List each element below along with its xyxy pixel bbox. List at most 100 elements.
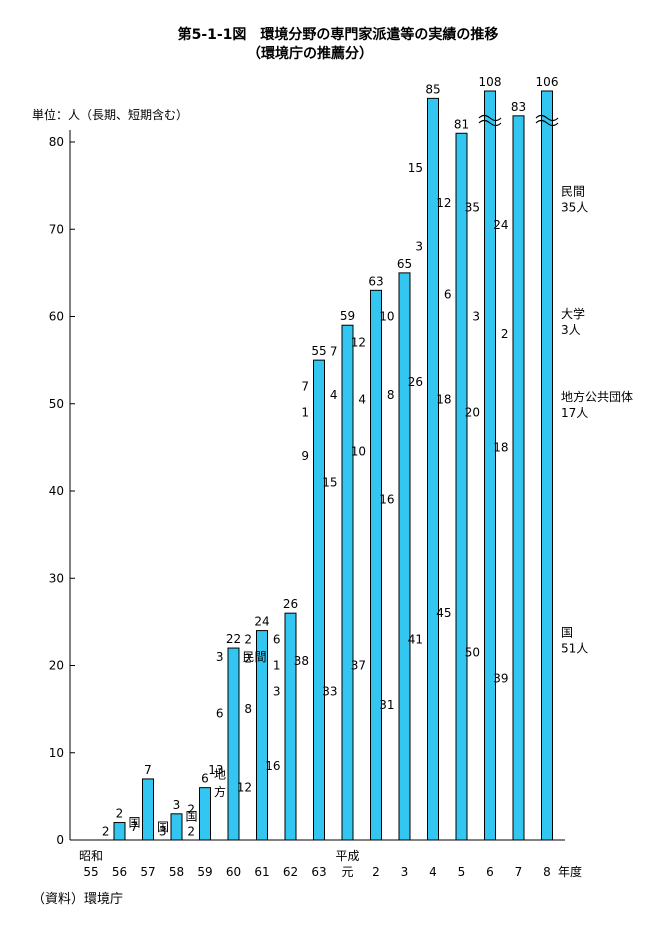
chart-subtitle: （環境庁の推薦分） [247, 45, 373, 62]
segment-value-label: 6 [216, 706, 224, 720]
x-axis-label: 年度 [558, 864, 582, 879]
segment-value-label: 50 [465, 645, 480, 659]
bar [284, 612, 297, 841]
y-tick-label: 0 [56, 833, 64, 847]
segment-category-label: 地 [214, 768, 226, 782]
segment-value-label: 7 [130, 820, 138, 834]
bars [113, 90, 559, 841]
segment-value-label: 3 [415, 240, 423, 254]
bar-total-label: 3 [173, 798, 181, 812]
bar [256, 630, 268, 841]
bar [199, 787, 211, 841]
segment-value-label: 26 [408, 375, 423, 389]
segment-value-label: 3 [216, 650, 224, 664]
segment-value-label: 10 [379, 310, 394, 324]
bar [512, 115, 525, 841]
bar-total-label: 22 [226, 632, 241, 646]
segment-value-label: 2 [102, 824, 110, 838]
bar [370, 289, 382, 841]
segment-value-label: 7 [330, 344, 338, 358]
segment-value-label: 31 [379, 698, 394, 712]
x-tick-label: 61 [254, 865, 269, 879]
segment-value-label: 3 [159, 824, 167, 838]
segment-value-label: 12 [237, 781, 252, 795]
bar-total-label: 83 [511, 100, 526, 114]
bar-total-label: 85 [425, 82, 440, 96]
y-tick-label: 40 [49, 484, 64, 498]
segment-value-label: 20 [465, 405, 480, 419]
y-axis-label: 単位：人（長期、短期含む） [32, 107, 188, 122]
bar [170, 813, 183, 841]
segment-value-label: 6 [273, 632, 281, 646]
segment-value-label: 3 [273, 685, 281, 699]
segment-value-label: 39 [493, 672, 508, 686]
segment-value-label: 1 [301, 405, 309, 419]
bar-total-label: 59 [340, 309, 355, 323]
bar-total-label: 55 [311, 344, 326, 358]
bar [142, 778, 154, 841]
y-tick-label: 50 [49, 397, 64, 411]
x-tick-label: 60 [226, 865, 241, 879]
bar-total-label: 7 [144, 763, 152, 777]
segment-value-label: 7 [301, 379, 309, 393]
segment-value-label: 18 [436, 392, 451, 406]
segment-value-label: 2 [244, 652, 252, 666]
segment-value-label: 10 [351, 445, 366, 459]
legend-value: 3人 [561, 323, 581, 337]
segment-value-label: 13 [208, 763, 223, 777]
segment-value-label: 15 [408, 161, 423, 175]
bar-total-label: 6 [201, 772, 209, 786]
segment-value-label: 8 [244, 702, 252, 716]
segment-value-label: 33 [322, 685, 337, 699]
legend-label: 地方公共団体 [561, 389, 633, 404]
segment-value-label: 2 [501, 327, 509, 341]
bar-total-label: 81 [454, 117, 469, 131]
bar [427, 97, 439, 841]
x-tick-label: 63 [311, 865, 326, 879]
x-tick-label: 55 [83, 865, 98, 879]
legend-value: 51人 [561, 641, 588, 655]
y-tick-label: 20 [49, 659, 64, 673]
y-tick-label: 30 [49, 571, 64, 585]
x-tick-label: 7 [515, 865, 523, 879]
x-tick-label: 3 [401, 865, 409, 879]
x-tick-label: 5 [458, 865, 466, 879]
era-label: 昭和 [79, 849, 103, 863]
x-tick-label: 元 [341, 865, 353, 879]
bar [313, 359, 325, 841]
segment-value-label: 9 [301, 449, 309, 463]
segment-value-label: 6 [444, 288, 452, 302]
segment-value-label: 8 [387, 388, 395, 402]
segment-value-label: 2 [187, 824, 195, 838]
segment-value-label: 4 [330, 388, 338, 402]
bar [398, 272, 411, 841]
axis-break-mark [535, 114, 559, 127]
segment-value-label: 15 [322, 475, 337, 489]
segment-value-label: 35 [465, 200, 480, 214]
segment-value-label: 41 [408, 632, 423, 646]
legend-label: 大学 [561, 306, 585, 321]
segment-value-label: 18 [493, 440, 508, 454]
segment-value-label: 16 [265, 759, 280, 773]
legend-value: 35人 [561, 201, 588, 215]
segment-category-label: 方 [214, 784, 226, 799]
bar-total-label: 108 [479, 75, 502, 89]
bar [341, 324, 354, 841]
bar [484, 90, 496, 841]
y-tick-label: 70 [49, 222, 64, 236]
legend-label: 国 [561, 625, 573, 639]
segment-value-label: 12 [436, 196, 451, 210]
bar-total-label: 2 [116, 807, 124, 821]
segment-category-label: 国 [157, 820, 169, 834]
segment-value-label: 3 [472, 310, 480, 324]
segment-value-label: 12 [351, 336, 366, 350]
bar [113, 822, 126, 841]
x-tick-label: 58 [169, 865, 184, 879]
segment-category-label: 民間 [243, 650, 267, 664]
x-tick-label: 8 [543, 865, 551, 879]
segment-value-label: 24 [493, 218, 508, 232]
segment-value-label: 1 [273, 659, 281, 673]
